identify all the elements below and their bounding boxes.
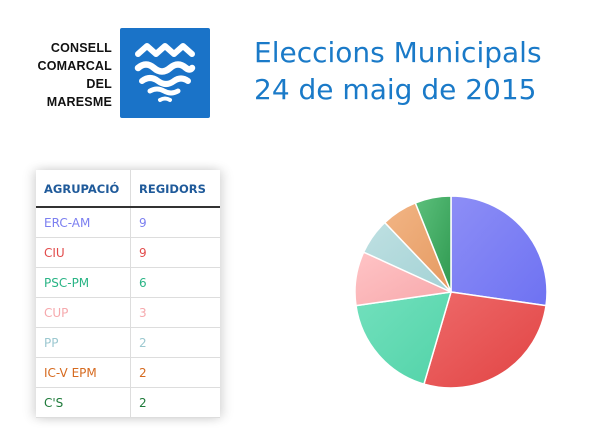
party-seats: 2 [130, 357, 220, 388]
title-line-2: 24 de maig de 2015 [254, 73, 537, 106]
org-name-line: MARESME [46, 95, 112, 109]
pie-slice-psc-pm [355, 291, 453, 386]
table-row: CUP 3 [36, 297, 220, 328]
results-table-grid: AGRUPACIÓ REGIDORS ERC-AM 9 CIU 9 PSC-PM 6 CUP… [36, 170, 220, 418]
table-row: PP 2 [36, 327, 220, 358]
table-row: IC-V EPM 2 [36, 357, 220, 388]
table-row: CIU 9 [36, 237, 220, 268]
organization-name: CONSELL COMARCAL DEL MARESME [30, 39, 112, 111]
column-header-seats: REGIDORS [130, 170, 220, 208]
party-seats: 2 [130, 327, 220, 358]
org-name-line: DEL [86, 77, 112, 91]
table-row: ERC-AM 9 [36, 207, 220, 238]
maresme-waves-icon [134, 43, 196, 102]
party-name: ERC-AM [36, 207, 131, 238]
party-name: PSC-PM [36, 267, 131, 298]
party-name: IC-V EPM [36, 357, 131, 388]
table-row: C'S 2 [36, 387, 220, 418]
party-seats: 2 [130, 387, 220, 418]
party-seats: 9 [130, 237, 220, 268]
org-name-line: COMARCAL [37, 59, 112, 73]
party-seats: 3 [130, 297, 220, 328]
pie-slice-ciu [423, 291, 547, 389]
results-table: AGRUPACIÓ REGIDORS ERC-AM 9 CIU 9 PSC-PM 6 CUP… [36, 170, 220, 418]
party-name: CUP [36, 297, 131, 328]
seats-pie-chart [354, 195, 548, 389]
table-row: PSC-PM 6 [36, 267, 220, 298]
org-name-line: CONSELL [50, 41, 112, 55]
maresme-logo [120, 28, 210, 118]
party-name: CIU [36, 237, 131, 268]
party-seats: 6 [130, 267, 220, 298]
table-header-row: AGRUPACIÓ REGIDORS [36, 170, 220, 208]
title-line-1: Eleccions Municipals [254, 36, 542, 69]
pie-slice-c-s [414, 195, 452, 293]
party-name: PP [36, 327, 131, 358]
page-title: Eleccions Municipals 24 de maig de 2015 [254, 34, 542, 108]
party-name: C'S [36, 387, 131, 418]
party-seats: 9 [130, 207, 220, 238]
pie-slice-erc-am [450, 195, 548, 307]
column-header-party: AGRUPACIÓ [36, 170, 131, 208]
